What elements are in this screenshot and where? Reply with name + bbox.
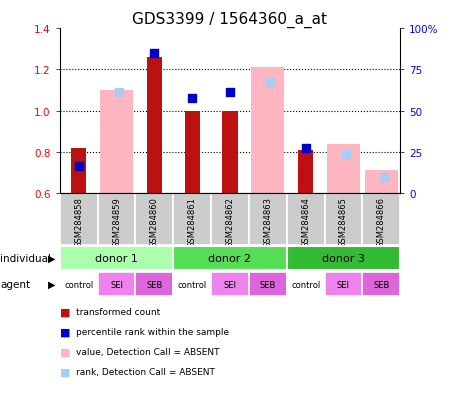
Bar xyxy=(97,273,135,296)
Bar xyxy=(60,247,173,270)
Bar xyxy=(286,194,324,246)
Text: SEI: SEI xyxy=(110,280,123,289)
Text: GSM284865: GSM284865 xyxy=(338,196,347,247)
Bar xyxy=(135,273,173,296)
Bar xyxy=(173,273,211,296)
Text: ■: ■ xyxy=(60,347,70,356)
Text: ■: ■ xyxy=(60,327,70,337)
Text: SEB: SEB xyxy=(146,280,162,289)
Text: control: control xyxy=(64,280,93,289)
Text: ■: ■ xyxy=(60,366,70,376)
Bar xyxy=(251,68,284,194)
Bar xyxy=(326,144,359,194)
Text: value, Detection Call = ABSENT: value, Detection Call = ABSENT xyxy=(76,347,219,356)
Point xyxy=(266,79,273,86)
Text: donor 1: donor 1 xyxy=(95,254,138,263)
Bar xyxy=(324,273,362,296)
Point xyxy=(226,90,233,96)
Point xyxy=(75,164,82,170)
Bar xyxy=(60,273,97,296)
Bar xyxy=(364,171,397,194)
Bar xyxy=(100,91,133,194)
Text: ■: ■ xyxy=(60,307,70,317)
Bar xyxy=(71,148,86,194)
Text: control: control xyxy=(177,280,207,289)
Point xyxy=(341,151,349,158)
Text: donor 3: donor 3 xyxy=(321,254,364,263)
Bar xyxy=(173,194,211,246)
Text: ▶: ▶ xyxy=(48,254,56,263)
Bar xyxy=(60,194,97,246)
Text: GSM284859: GSM284859 xyxy=(112,196,121,247)
Bar xyxy=(286,273,324,296)
Text: agent: agent xyxy=(0,280,30,290)
Text: GSM284862: GSM284862 xyxy=(225,196,234,247)
Point xyxy=(301,145,308,152)
Text: GSM284866: GSM284866 xyxy=(376,196,385,247)
Bar xyxy=(97,194,135,246)
Bar xyxy=(297,150,313,194)
Bar xyxy=(222,112,237,194)
Bar xyxy=(146,58,162,194)
Bar xyxy=(184,112,199,194)
Bar xyxy=(362,194,399,246)
Text: control: control xyxy=(291,280,319,289)
Text: GSM284858: GSM284858 xyxy=(74,196,83,247)
Text: SEI: SEI xyxy=(336,280,349,289)
Bar xyxy=(211,273,248,296)
Point xyxy=(115,90,122,96)
Text: percentile rank within the sample: percentile rank within the sample xyxy=(76,327,229,336)
Text: SEB: SEB xyxy=(372,280,389,289)
Text: transformed count: transformed count xyxy=(76,307,160,316)
Bar xyxy=(362,273,399,296)
Title: GDS3399 / 1564360_a_at: GDS3399 / 1564360_a_at xyxy=(132,12,327,28)
Bar xyxy=(248,194,286,246)
Text: rank, Detection Call = ABSENT: rank, Detection Call = ABSENT xyxy=(76,367,214,376)
Bar xyxy=(324,194,362,246)
Bar xyxy=(286,247,399,270)
Text: donor 2: donor 2 xyxy=(208,254,251,263)
Text: individual: individual xyxy=(0,254,51,263)
Point xyxy=(151,50,158,57)
Text: ▶: ▶ xyxy=(48,280,56,290)
Bar xyxy=(211,194,248,246)
Bar xyxy=(173,247,286,270)
Text: GSM284864: GSM284864 xyxy=(301,196,309,247)
Text: GSM284863: GSM284863 xyxy=(263,196,272,247)
Point xyxy=(379,174,386,180)
Text: SEI: SEI xyxy=(223,280,236,289)
Bar xyxy=(248,273,286,296)
Text: SEB: SEB xyxy=(259,280,275,289)
Text: GSM284861: GSM284861 xyxy=(187,196,196,247)
Point xyxy=(188,96,196,102)
Text: GSM284860: GSM284860 xyxy=(150,196,158,247)
Bar xyxy=(135,194,173,246)
